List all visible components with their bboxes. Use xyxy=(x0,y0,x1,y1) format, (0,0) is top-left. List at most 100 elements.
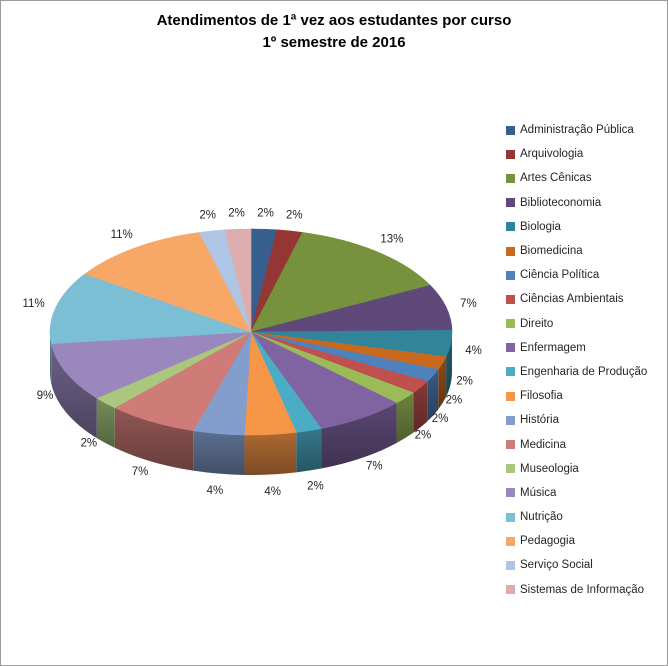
legend-label: Administração Pública xyxy=(520,124,634,137)
pie-slice-side xyxy=(114,407,194,471)
percent-label: 7% xyxy=(366,461,383,473)
legend-item: Biblioteconomia xyxy=(506,191,647,215)
percent-label: 7% xyxy=(460,298,477,310)
percent-label: 2% xyxy=(80,437,97,449)
percent-label: 2% xyxy=(286,209,303,221)
pie-slice-side xyxy=(446,332,452,397)
legend-swatch-icon xyxy=(506,270,515,280)
legend-label: Direito xyxy=(520,317,554,330)
legend-item: Nutrição xyxy=(506,505,647,529)
legend-swatch-icon xyxy=(506,536,515,546)
legend-item: Medicina xyxy=(506,432,647,456)
legend-label: Engenharia de Produção xyxy=(520,365,648,378)
legend-label: Nutrição xyxy=(520,511,563,524)
legend-swatch-icon xyxy=(506,173,515,183)
legend-item: Música xyxy=(506,481,647,505)
percent-label: 9% xyxy=(37,390,54,402)
chart-title-line1: Atendimentos de 1ª vez aos estudantes po… xyxy=(156,12,512,29)
legend-swatch-icon xyxy=(506,585,515,595)
pie-slice-side xyxy=(50,332,52,384)
legend-item: Filosofia xyxy=(506,384,647,408)
legend-swatch-icon xyxy=(506,440,515,450)
percent-label: 11% xyxy=(23,298,45,310)
legend-item: Ciência Política xyxy=(506,263,647,287)
percent-label: 4% xyxy=(207,485,224,497)
legend-swatch-icon xyxy=(506,415,515,425)
pie-slice-side xyxy=(321,403,397,469)
legend-swatch-icon xyxy=(506,512,515,522)
legend-item: Pedagogia xyxy=(506,529,647,553)
percent-label: 2% xyxy=(307,480,324,492)
pie-slice-side xyxy=(193,430,245,475)
legend-label: Medicina xyxy=(520,438,567,451)
legend-swatch-icon xyxy=(506,367,515,377)
legend-label: Filosofia xyxy=(520,390,563,403)
percent-label: 2% xyxy=(199,209,216,221)
legend-label: Arquivologia xyxy=(520,148,584,161)
legend-swatch-icon xyxy=(506,222,515,232)
legend-swatch-icon xyxy=(506,246,515,256)
percent-label: 2% xyxy=(432,413,449,425)
legend-swatch-icon xyxy=(506,343,515,353)
pie-slice xyxy=(224,228,252,333)
percent-label: 4% xyxy=(264,486,281,498)
legend-item: Administração Pública xyxy=(506,118,647,142)
pie-slice xyxy=(50,331,252,399)
percent-label: 2% xyxy=(456,376,473,388)
legend: Administração Pública Arquivologia Artes C… xyxy=(506,118,647,602)
legend-label: História xyxy=(520,414,559,427)
legend-swatch-icon xyxy=(506,198,515,208)
pie-slice-side xyxy=(96,398,115,448)
pie-slice xyxy=(250,232,431,333)
pie-slice-side xyxy=(438,356,447,410)
legend-item: Ciências Ambientais xyxy=(506,287,647,311)
legend-label: Pedagogia xyxy=(520,535,575,548)
legend-swatch-icon xyxy=(506,464,515,474)
legend-label: Sistemas de Informação xyxy=(520,583,645,596)
legend-item: Serviço Social xyxy=(506,553,647,577)
pie-slice-side xyxy=(413,381,428,433)
percent-label: 2% xyxy=(228,207,245,219)
legend-item: Biomedicina xyxy=(506,239,647,263)
pie-slice-side xyxy=(51,343,97,439)
legend-item: Biologia xyxy=(506,215,647,239)
legend-label: Enfermagem xyxy=(520,341,586,354)
pie-slice xyxy=(84,232,252,333)
legend-item: Sistemas de Informação xyxy=(506,578,647,602)
pie-slice-side xyxy=(296,428,322,473)
legend-label: Biblioteconomia xyxy=(520,196,602,209)
chart-title: Atendimentos de 1ª vez aos estudantes po… xyxy=(1,10,667,54)
legend-swatch-icon xyxy=(506,319,515,329)
percent-label: 2% xyxy=(257,207,274,219)
percent-label: 11% xyxy=(111,229,133,241)
legend-swatch-icon xyxy=(506,149,515,159)
legend-label: Biologia xyxy=(520,220,561,233)
legend-label: Serviço Social xyxy=(520,559,593,572)
legend-label: Ciências Ambientais xyxy=(520,293,624,306)
legend-swatch-icon xyxy=(506,488,515,498)
legend-item: Direito xyxy=(506,312,647,336)
legend-item: Arquivologia xyxy=(506,142,647,166)
percent-label: 13% xyxy=(380,234,403,246)
percent-label: 7% xyxy=(132,466,149,478)
legend-swatch-icon xyxy=(506,125,515,135)
legend-item: História xyxy=(506,408,647,432)
legend-label: Biomedicina xyxy=(520,245,583,258)
legend-label: Museologia xyxy=(520,462,579,475)
legend-item: Engenharia de Produção xyxy=(506,360,647,384)
chart-title-line2: 1º semestre de 2016 xyxy=(262,34,406,51)
legend-item: Enfermagem xyxy=(506,336,647,360)
pie-slice-side xyxy=(427,369,439,422)
legend-swatch-icon xyxy=(506,294,515,304)
legend-label: Artes Cênicas xyxy=(520,172,592,185)
pie-slice-side xyxy=(396,392,414,444)
percent-label: 2% xyxy=(446,395,463,407)
pie-slice xyxy=(49,273,252,344)
legend-label: Música xyxy=(520,486,557,499)
legend-label: Ciência Política xyxy=(520,269,600,282)
legend-item: Museologia xyxy=(506,457,647,481)
legend-item: Artes Cênicas xyxy=(506,166,647,190)
legend-swatch-icon xyxy=(506,560,515,570)
